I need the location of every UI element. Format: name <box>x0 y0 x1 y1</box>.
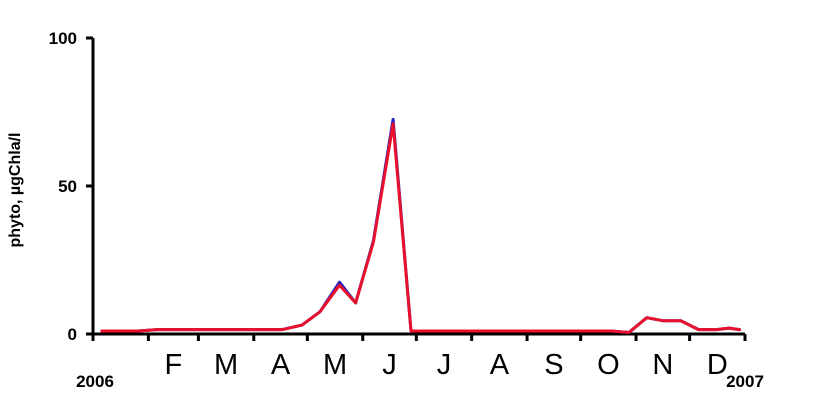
y-tick-label: 50 <box>58 177 77 196</box>
y-tick-label: 100 <box>49 29 77 48</box>
x-month-label: D <box>707 349 728 381</box>
x-month-label: O <box>597 349 620 381</box>
x-month-label: M <box>323 349 347 381</box>
x-month-label: J <box>382 349 397 381</box>
series-line-1 <box>100 117 742 334</box>
x-month-label: M <box>214 349 238 381</box>
x-month-label: N <box>652 349 673 381</box>
x-month-label: A <box>271 349 291 381</box>
x-month-label: F <box>165 349 183 381</box>
x-year-label-start: 2006 <box>76 372 114 391</box>
x-month-label: S <box>544 349 563 381</box>
series-line-2 <box>100 122 742 334</box>
x-year-label-end: 2007 <box>726 372 764 391</box>
y-tick-label: 0 <box>68 325 77 344</box>
x-month-label: A <box>490 349 510 381</box>
y-axis-label: phyto, µgChla/l <box>7 133 24 248</box>
axes: 0 50 100 <box>49 29 747 344</box>
series-layer <box>100 117 742 334</box>
x-month-label: J <box>437 349 452 381</box>
